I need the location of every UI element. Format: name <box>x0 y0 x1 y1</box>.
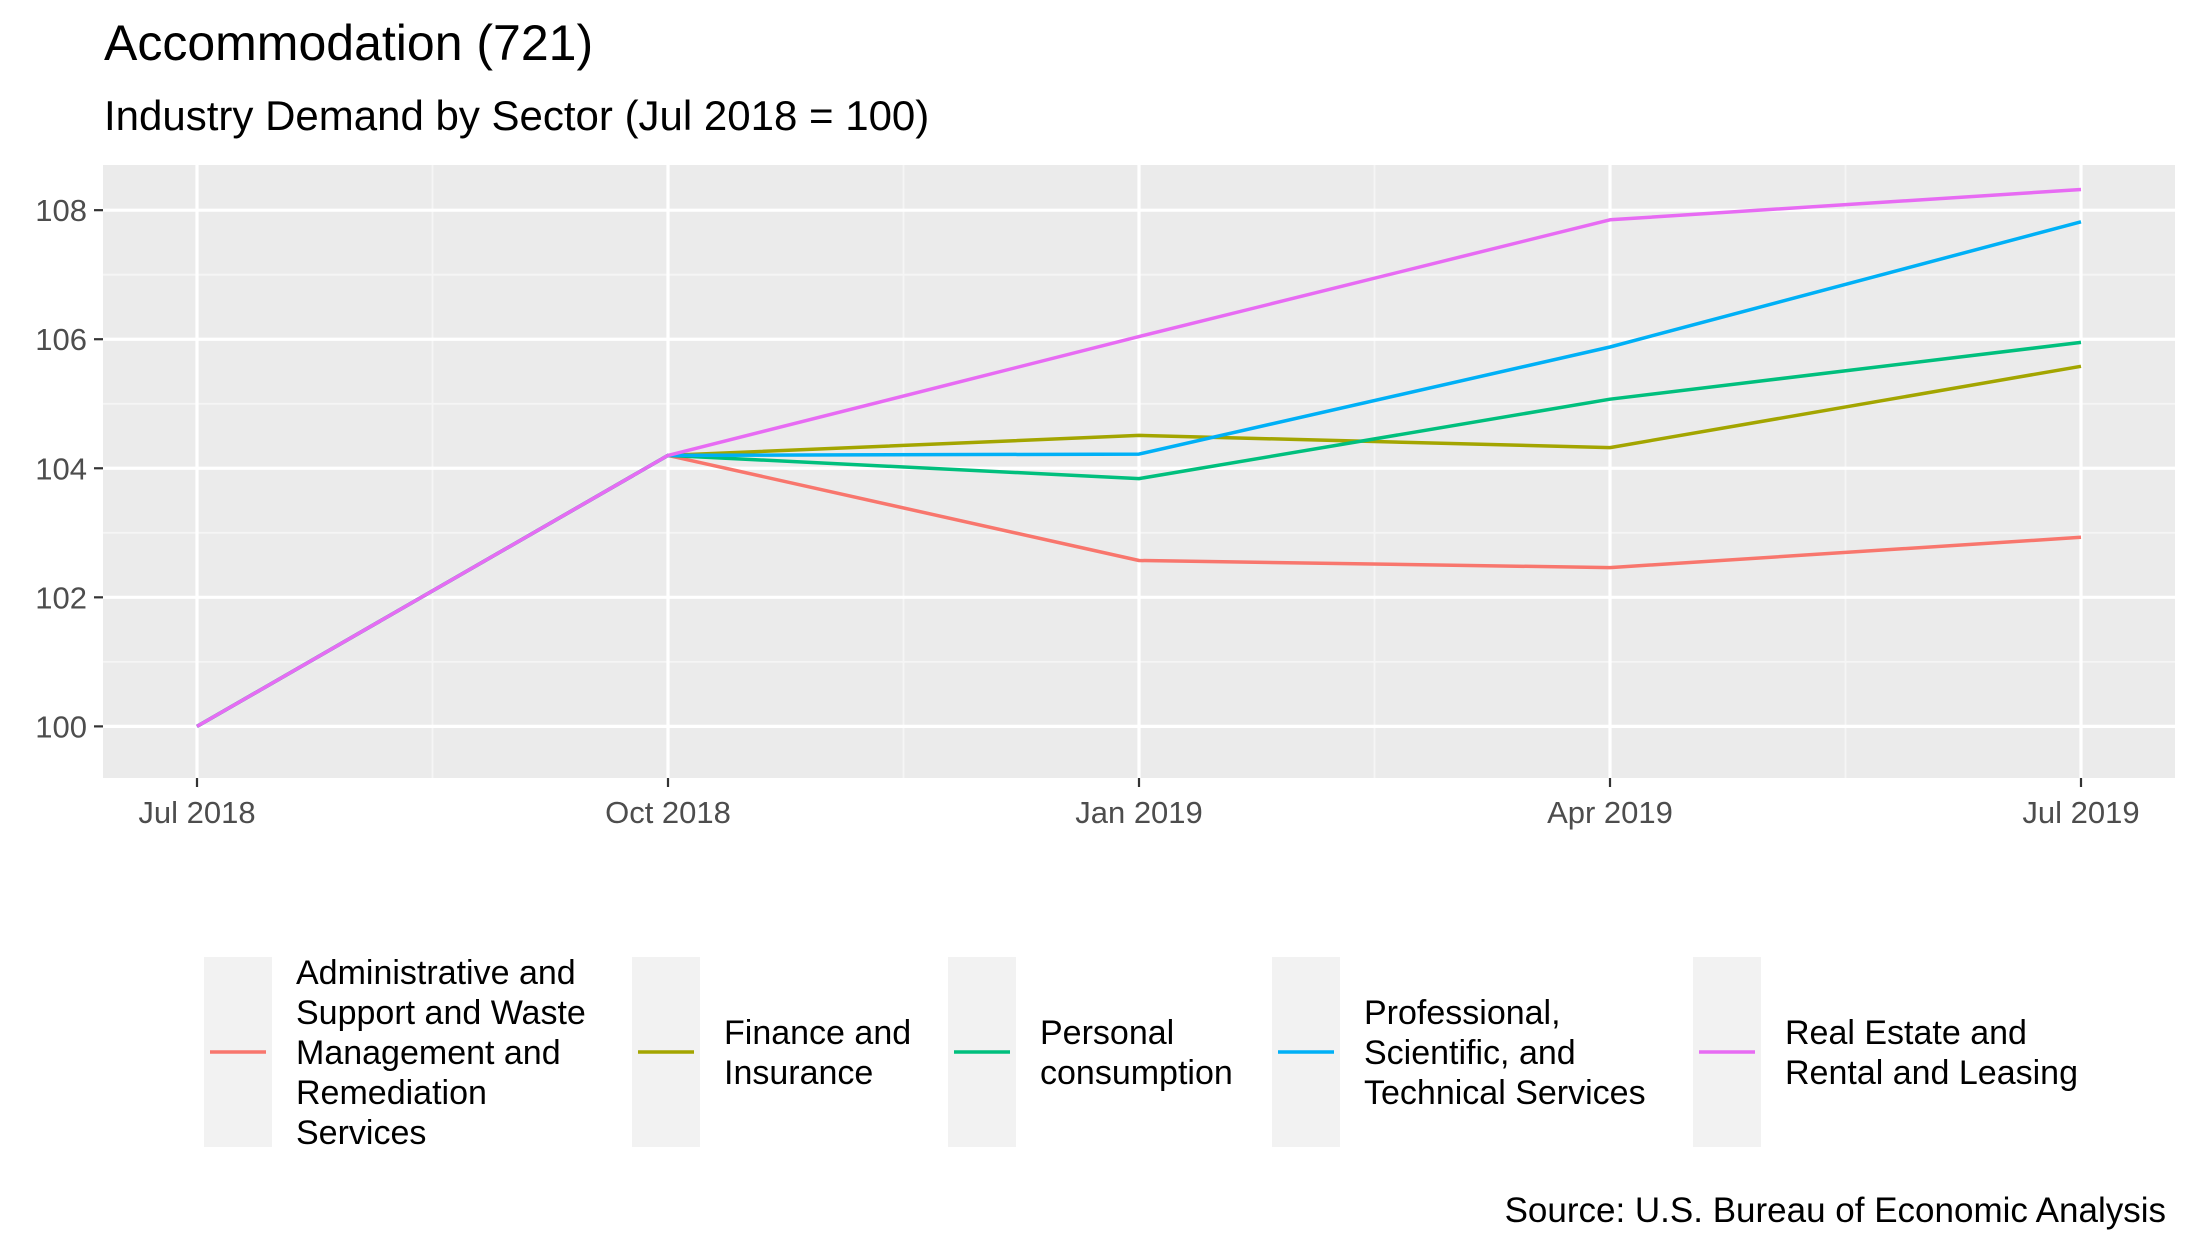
series-line-5 <box>196 187 2082 728</box>
x-tick-label: Oct 2018 <box>605 795 731 830</box>
chart-subtitle: Industry Demand by Sector (Jul 2018 = 10… <box>104 92 929 139</box>
legend: Administrative and Support and Waste Manag… <box>204 954 2078 1152</box>
grid-lines <box>103 165 2175 778</box>
x-tick-label: Jul 2019 <box>2022 795 2139 830</box>
x-tick-label: Jul 2018 <box>138 795 255 830</box>
y-tick-label: 106 <box>35 322 87 357</box>
chart-title: Accommodation (721) <box>104 15 593 71</box>
x-tick-label: Jan 2019 <box>1075 795 1203 830</box>
y-tick-label: 102 <box>35 580 87 615</box>
axes: 100 102 104 106 108 Jul 2018 Oct 2018 Jan 2019 A… <box>35 193 2139 830</box>
legend-label-3: Personal consumption <box>1040 1014 1233 1092</box>
chart-caption: Source: U.S. Bureau of Economic Analysis <box>1505 1191 2166 1230</box>
y-tick-label: 104 <box>35 451 87 486</box>
y-tick-label: 100 <box>35 709 87 744</box>
legend-label-4: Professional, Scientific, and Technical Se… <box>1364 994 1646 1112</box>
x-tick-label: Apr 2019 <box>1547 795 1673 830</box>
legend-label-2: Finance and Insurance <box>724 1014 911 1092</box>
series-lines <box>196 187 2082 728</box>
legend-label-5: Real Estate and Rental and Leasing <box>1785 1014 2078 1092</box>
legend-label-1: Administrative and Support and Waste Manag… <box>296 954 586 1152</box>
y-tick-label: 108 <box>35 193 87 228</box>
